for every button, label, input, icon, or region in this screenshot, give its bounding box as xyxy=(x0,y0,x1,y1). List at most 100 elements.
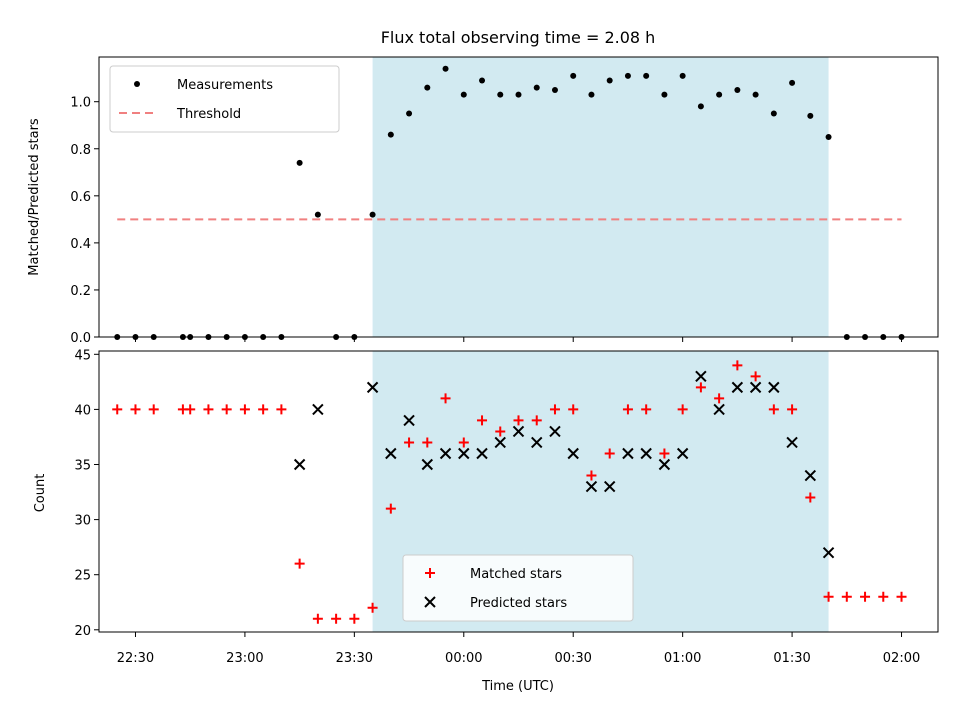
bottom-x-axis-label: Time (UTC) xyxy=(481,679,554,694)
predicted-star-point xyxy=(403,414,415,427)
measurement-point xyxy=(770,110,777,117)
top-observing-window xyxy=(372,57,829,337)
predicted-star-point xyxy=(731,381,744,394)
measurement-point xyxy=(387,131,394,138)
predicted-star-point xyxy=(804,469,817,482)
predicted-star-point xyxy=(713,403,725,416)
bottom-y-tick-label: 25 xyxy=(74,569,91,584)
matched-star-point xyxy=(750,371,761,382)
legend-entry-label: Measurements xyxy=(177,78,273,93)
measurement-point xyxy=(716,91,723,98)
bottom-panel: 20 25 30 35 40 45 22:30 23:00 23:30 00:00 00:30 01:… xyxy=(74,348,939,666)
measurement-point xyxy=(497,91,504,98)
predicted-star-point xyxy=(768,381,780,394)
matched-star-point xyxy=(823,591,834,602)
measurement-point xyxy=(570,72,577,79)
matched-star-point xyxy=(568,404,579,415)
predicted-star-point xyxy=(749,381,762,394)
measurement-point xyxy=(679,72,686,79)
measurement-point xyxy=(588,91,595,98)
matched-star-point xyxy=(768,404,779,415)
predicted-star-point xyxy=(549,425,561,438)
legend-entry-label: Matched stars xyxy=(470,567,562,582)
predicted-star-point xyxy=(312,403,324,416)
predicted-star-point xyxy=(585,480,598,493)
measurement-point xyxy=(789,79,796,86)
matched-star-point xyxy=(112,404,123,415)
measurement-point xyxy=(479,77,486,84)
matched-star-point xyxy=(185,404,196,415)
bottom-y-tick-label: 30 xyxy=(74,514,91,529)
top-y-tick-label: 0.2 xyxy=(70,284,91,299)
predicted-star-point xyxy=(494,436,506,449)
predicted-star-point xyxy=(622,447,634,460)
legend-matched-swatch xyxy=(425,568,435,578)
x-tick-label: 23:30 xyxy=(336,651,373,666)
measurement-point xyxy=(460,91,467,98)
x-tick-label: 01:00 xyxy=(664,651,701,666)
chart-title: Flux total observing time = 2.08 h xyxy=(381,28,656,47)
measurement-point xyxy=(606,77,613,84)
matched-star-point xyxy=(367,602,378,613)
legend-entry-label: Threshold xyxy=(176,107,241,122)
x-tick-label: 23:00 xyxy=(226,651,263,666)
measurement-point xyxy=(661,91,668,98)
matched-star-point xyxy=(878,591,889,602)
matched-star-point xyxy=(841,591,852,602)
matched-star-point xyxy=(805,492,816,503)
predicted-star-point xyxy=(603,480,616,493)
measurement-point xyxy=(752,91,759,98)
predicted-star-point xyxy=(366,381,379,394)
top-legend-box xyxy=(109,65,340,133)
top-y-tick-label: 0.8 xyxy=(70,143,91,158)
matched-star-point xyxy=(349,613,360,624)
matched-star-point xyxy=(622,404,633,415)
predicted-star-point xyxy=(640,447,652,460)
top-y-tick-label: 0.4 xyxy=(70,237,91,252)
predicted-star-point xyxy=(786,436,798,449)
legend-measurement-swatch xyxy=(134,81,140,87)
predicted-star-point xyxy=(458,447,470,460)
measurement-point xyxy=(515,91,522,98)
measurement-point xyxy=(734,86,741,93)
legend-predicted-swatch xyxy=(424,596,436,608)
top-legend: Measurements Threshold xyxy=(109,65,340,133)
matched-star-point xyxy=(659,448,670,459)
bottom-y-tick-label: 40 xyxy=(74,403,91,418)
predicted-star-point xyxy=(531,436,543,449)
top-y-tick-label: 0.0 xyxy=(70,331,91,346)
matched-star-point xyxy=(312,613,323,624)
matched-star-point xyxy=(641,404,652,415)
x-tick-label: 01:30 xyxy=(773,651,810,666)
measurement-point xyxy=(296,159,303,166)
matched-star-point xyxy=(458,437,469,448)
measurement-point xyxy=(825,134,832,140)
matched-star-point xyxy=(477,415,488,426)
matched-star-point xyxy=(130,404,141,415)
matched-star-point xyxy=(148,404,159,415)
matched-star-point xyxy=(732,360,743,371)
measurement-point xyxy=(807,112,814,119)
measurement-point xyxy=(442,65,449,72)
top-panel: 0.0 0.2 0.4 0.6 0.8 1.0 Measurements Threshold xyxy=(70,56,939,346)
bottom-axes-frame xyxy=(98,350,939,633)
measurement-point xyxy=(697,103,704,110)
predicted-star-point xyxy=(293,458,306,471)
matched-star-point xyxy=(404,437,415,448)
x-tick-label: 22:30 xyxy=(117,651,154,666)
measurement-point xyxy=(424,84,431,91)
matched-star-point xyxy=(221,404,232,415)
top-axes-frame xyxy=(98,56,939,338)
matched-star-point xyxy=(695,382,706,393)
measurement-point xyxy=(551,86,558,93)
predicted-star-point xyxy=(512,425,525,438)
top-y-tick-label: 0.6 xyxy=(70,190,91,205)
measurement-point xyxy=(624,72,631,79)
matched-star-point xyxy=(331,613,342,624)
matched-star-point xyxy=(294,558,305,569)
matched-star-point xyxy=(422,437,433,448)
measurement-point xyxy=(533,84,540,91)
predicted-star-point xyxy=(476,447,488,460)
matched-star-point xyxy=(203,404,214,415)
